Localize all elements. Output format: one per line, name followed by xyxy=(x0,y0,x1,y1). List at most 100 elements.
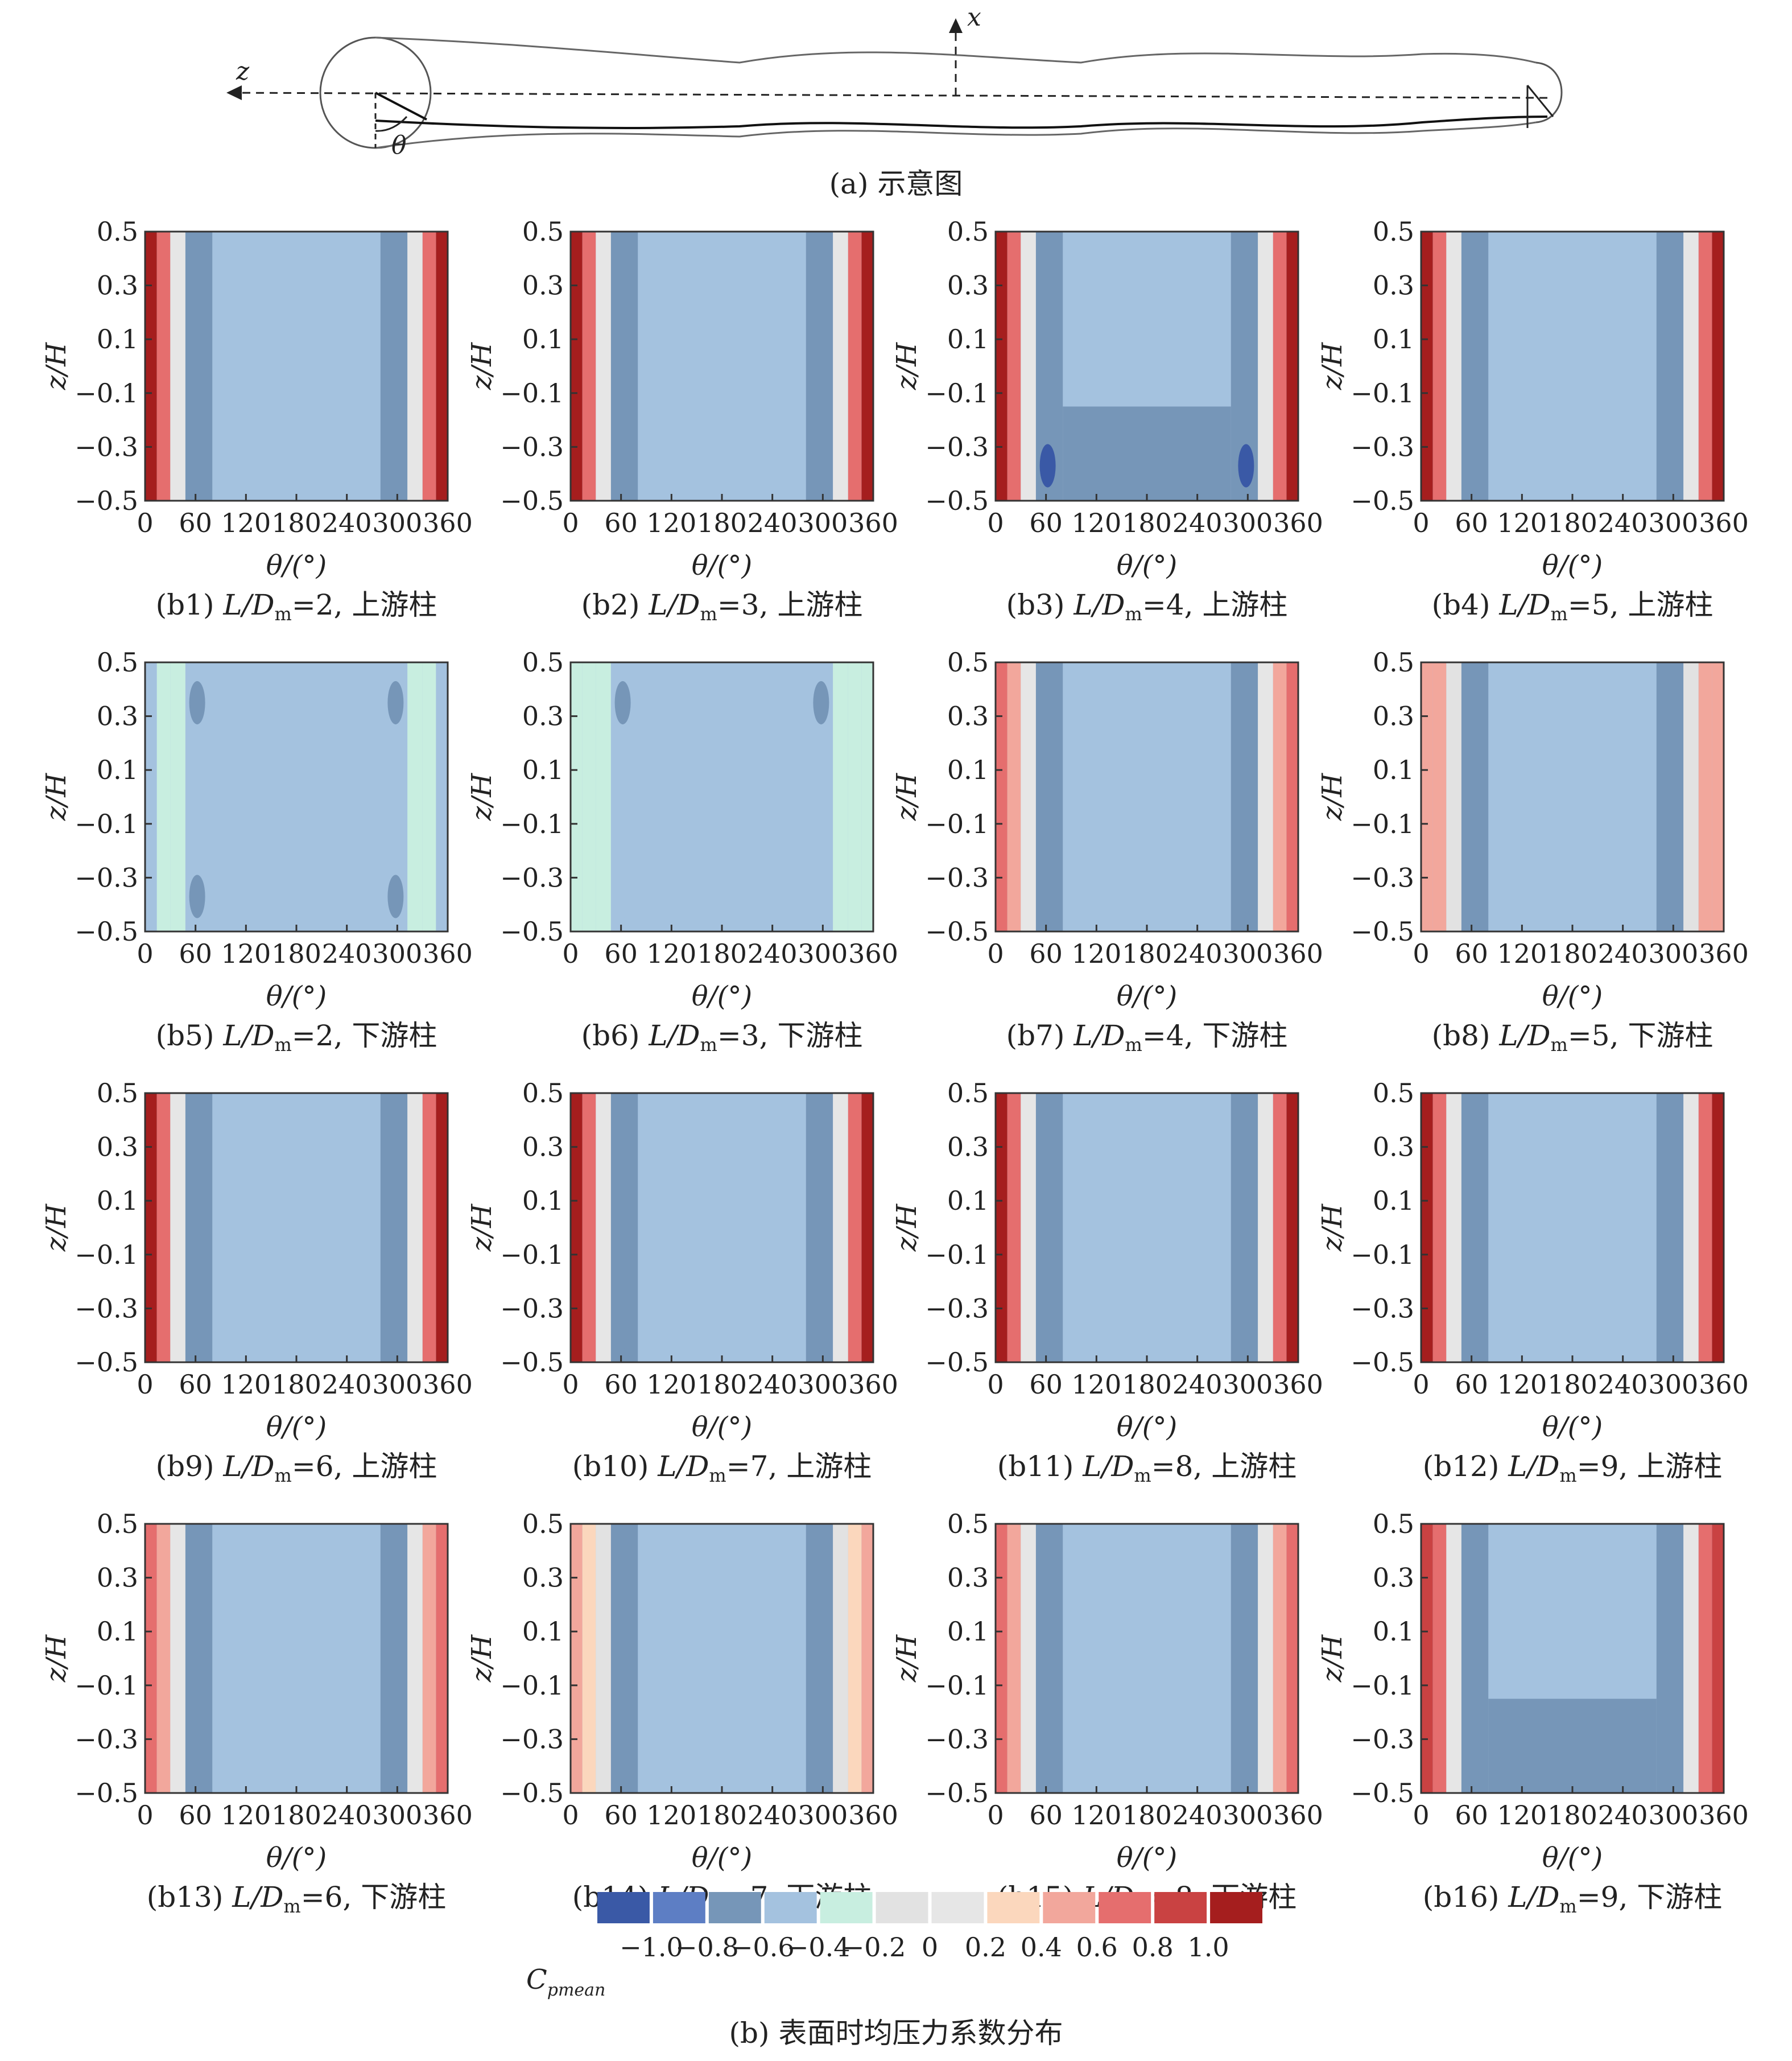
panel-caption-L: L/D xyxy=(222,1450,274,1483)
y-tick-label: 0.5 xyxy=(522,216,564,247)
panel-core-0 xyxy=(1039,1736,1056,1780)
z-axis-dashed xyxy=(227,92,1548,99)
panel-caption-m: m xyxy=(275,1465,292,1486)
panel-caption-L: L/D xyxy=(222,588,274,621)
y-tick-label: −0.5 xyxy=(500,916,564,947)
x-tick-label: 240 xyxy=(748,1369,798,1400)
y-axis-label: z/H xyxy=(1316,342,1348,390)
colorbar-tick-label: 0 xyxy=(922,1932,938,1963)
y-tick-label: 0.5 xyxy=(947,1078,989,1108)
y-tick-label: 0.1 xyxy=(1373,1616,1414,1647)
panel-core-1 xyxy=(813,444,829,488)
x-tick-label: 60 xyxy=(1029,938,1063,969)
y-tick-label: 0.3 xyxy=(522,1563,564,1593)
x-tick-label: 360 xyxy=(423,508,473,538)
panel-core-2 xyxy=(189,250,205,294)
panel-caption-id: (b4) xyxy=(1432,588,1500,621)
y-tick-label: −0.1 xyxy=(75,1670,138,1701)
panel-b2: 0.5 0.3 0.1 −0.1 −0.3 −0.50 60 120 180 240 300 360 z… xyxy=(466,216,898,625)
panel-core-0 xyxy=(614,875,631,918)
y-tick-label: 0.3 xyxy=(522,270,564,301)
x-tick-label: 60 xyxy=(604,1800,638,1831)
x-tick-label: 0 xyxy=(987,508,1004,538)
y-tick-label: −0.3 xyxy=(925,862,989,893)
panel-core-3 xyxy=(387,250,404,294)
x-tick-label: 60 xyxy=(1455,938,1488,969)
x-tick-label: 300 xyxy=(798,1800,848,1831)
panel-caption: (b5) L/Dm=2, 下游柱 xyxy=(156,1019,437,1056)
panel-b4: 0.5 0.3 0.1 −0.1 −0.3 −0.50 60 120 180 240 300 360 z… xyxy=(1316,216,1749,625)
colorbar-tick-label: 0.8 xyxy=(1132,1932,1174,1963)
panel-core-2 xyxy=(1465,681,1481,724)
y-tick-label: 0.5 xyxy=(1373,216,1414,247)
y-tick-label: −0.5 xyxy=(75,1347,138,1378)
y-tick-label: −0.1 xyxy=(75,809,138,839)
panel-band-right-2 xyxy=(833,1524,848,1793)
panel-caption-ratio: =6, 下游柱 xyxy=(301,1881,447,1914)
panel-band-left-2 xyxy=(170,1093,185,1362)
panel-core-3 xyxy=(813,250,829,294)
panel-core-3 xyxy=(387,1111,404,1155)
panel-caption-id: (b12) xyxy=(1423,1450,1509,1483)
y-tick-label: −0.3 xyxy=(925,1724,989,1754)
x-tick-label: 180 xyxy=(697,1369,747,1400)
panel-core-0 xyxy=(614,1305,631,1349)
panel-band-left-1 xyxy=(156,232,171,501)
x-tick-label: 180 xyxy=(1547,1800,1597,1831)
x-tick-label: 360 xyxy=(848,1800,898,1831)
panel-band-right-1 xyxy=(1273,232,1287,501)
panel-caption-id: (b8) xyxy=(1432,1019,1500,1052)
z-axis-arrow xyxy=(226,85,242,100)
panel-band-left-2 xyxy=(1446,1524,1461,1793)
colorbar-label: Cpmean xyxy=(526,1964,605,2000)
panel-band-right-0 xyxy=(1286,232,1298,501)
panel-band-right-1 xyxy=(1698,1093,1712,1362)
panel-b7: 0.5 0.3 0.1 −0.1 −0.3 −0.50 60 120 180 240 300 360 z… xyxy=(891,647,1323,1056)
x-tick-label: 0 xyxy=(137,1800,153,1831)
x-tick-label: 180 xyxy=(1547,938,1597,969)
panel-band-left-2 xyxy=(1021,232,1036,501)
panel-core-1 xyxy=(1238,444,1254,488)
panel-band-right-0 xyxy=(861,232,873,501)
panel-band-right-1 xyxy=(1698,1524,1712,1793)
panel-caption-L: L/D xyxy=(222,1019,274,1052)
panel-caption: (b13) L/Dm=6, 下游柱 xyxy=(147,1881,447,1917)
panel-band-left-1 xyxy=(582,662,596,931)
panel-caption: (b4) L/Dm=5, 上游柱 xyxy=(1432,588,1713,625)
panel-band-left-0 xyxy=(996,232,1008,501)
panel-b15: 0.5 0.3 0.1 −0.1 −0.3 −0.50 60 120 180 240 300 360 z… xyxy=(891,1508,1323,1917)
theta-arc xyxy=(375,116,408,132)
panel-band-left-1 xyxy=(1007,232,1021,501)
x-tick-label: 60 xyxy=(1455,1369,1488,1400)
panel-core-3 xyxy=(1238,250,1254,294)
panel-band-left-0 xyxy=(996,1093,1008,1362)
y-tick-label: 0.1 xyxy=(522,1616,564,1647)
panel-band-left-0 xyxy=(1421,232,1433,501)
y-axis-label: z/H xyxy=(1316,1203,1348,1252)
panel-caption-ratio: =9, 下游柱 xyxy=(1577,1881,1723,1914)
x-axis-label: θ/(°) xyxy=(1117,1842,1178,1874)
panel-band-left-0 xyxy=(1421,1093,1433,1362)
panel-caption: (b3) L/Dm=4, 上游柱 xyxy=(1006,588,1288,625)
panel-band-right-2 xyxy=(1258,1093,1273,1362)
x-tick-label: 360 xyxy=(1273,938,1323,969)
colorbar-tick-label: −1.0 xyxy=(620,1932,683,1963)
panel-core-3 xyxy=(1663,1542,1680,1586)
y-tick-label: −0.3 xyxy=(925,431,989,462)
y-tick-label: −0.5 xyxy=(925,1347,989,1378)
x-tick-label: 300 xyxy=(1223,938,1273,969)
panel-caption: (b9) L/Dm=6, 上游柱 xyxy=(156,1450,437,1486)
x-tick-label: 180 xyxy=(697,1800,747,1831)
panel-core-0 xyxy=(189,444,205,488)
panel-core-2 xyxy=(614,681,631,724)
panel-core-2 xyxy=(1465,1542,1481,1586)
x-tick-label: 300 xyxy=(1223,1369,1273,1400)
colorbar-swatch xyxy=(708,1892,761,1923)
colorbar-tick-label: 1.0 xyxy=(1188,1932,1229,1963)
x-tick-label: 0 xyxy=(562,508,579,538)
x-tick-label: 240 xyxy=(1598,938,1648,969)
y-tick-label: 0.5 xyxy=(1373,1508,1414,1539)
panel-core-2 xyxy=(1039,250,1056,294)
x-tick-label: 360 xyxy=(423,938,473,969)
panel-band-right-2 xyxy=(1683,662,1699,931)
